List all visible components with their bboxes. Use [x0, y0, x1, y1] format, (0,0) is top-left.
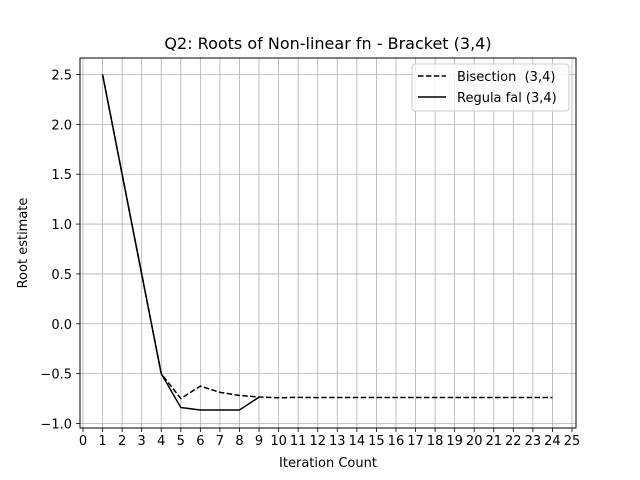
x-tick-label: 4: [157, 434, 165, 449]
x-tick-label: 1: [98, 434, 106, 449]
x-tick-label: 2: [118, 434, 126, 449]
chart-title: Q2: Roots of Non-linear fn - Bracket (3,…: [164, 34, 491, 53]
x-tick-label: 16: [388, 434, 405, 449]
y-tick-label: 1.0: [51, 218, 72, 233]
y-axis-label: Root estimate: [16, 198, 31, 289]
grid: [80, 58, 576, 428]
y-tick-label: 0.5: [51, 268, 72, 283]
x-tick-label: 17: [407, 434, 424, 449]
x-tick-label: 23: [525, 434, 542, 449]
y-tick-label: 1.5: [51, 168, 72, 183]
x-tick-label: 18: [427, 434, 444, 449]
x-tick-label: 24: [544, 434, 561, 449]
x-tick-label: 14: [349, 434, 366, 449]
x-tick-label: 9: [255, 434, 263, 449]
x-tick-label: 15: [368, 434, 385, 449]
y-tick-label: 2.0: [51, 118, 72, 133]
plot-frame: [79, 57, 577, 429]
x-tick-label: 22: [505, 434, 522, 449]
y-tick-label: 0.0: [51, 318, 72, 333]
series-layer: [101, 74, 553, 411]
x-tick-label: 12: [309, 434, 326, 449]
series-line-regula-falsi: [101, 74, 260, 411]
legend-label-regula-falsi: Regula fal (3,4): [457, 91, 557, 106]
legend-label-bisection: Bisection (3,4): [457, 70, 555, 85]
x-tick-label: 3: [138, 434, 146, 449]
x-tick-label: 10: [270, 434, 287, 449]
y-tick-label: −1.0: [40, 418, 72, 433]
x-axis-label: Iteration Count: [279, 456, 377, 471]
x-tick-label: 21: [485, 434, 502, 449]
x-tick-label: 7: [216, 434, 224, 449]
x-tick-label: 8: [235, 434, 243, 449]
x-tick-label: 19: [446, 434, 463, 449]
axis-ticks: 0 1 2 3 4 5 6 7 8 9 10 11 12 13 14 15 16 17 18 19 20 21 22 23 24…: [40, 69, 580, 450]
x-tick-label: 5: [177, 434, 185, 449]
x-tick-label: 25: [564, 434, 581, 449]
legend-box: [411, 63, 570, 112]
x-tick-label: 13: [329, 434, 346, 449]
x-tick-label: 11: [290, 434, 307, 449]
y-tick-label: 2.5: [51, 69, 72, 84]
x-tick-label: 20: [466, 434, 483, 449]
x-tick-label: 6: [196, 434, 204, 449]
legend: Bisection (3,4) Regula fal (3,4): [411, 63, 570, 112]
x-tick-label: 0: [79, 434, 87, 449]
y-tick-label: −0.5: [40, 368, 72, 383]
